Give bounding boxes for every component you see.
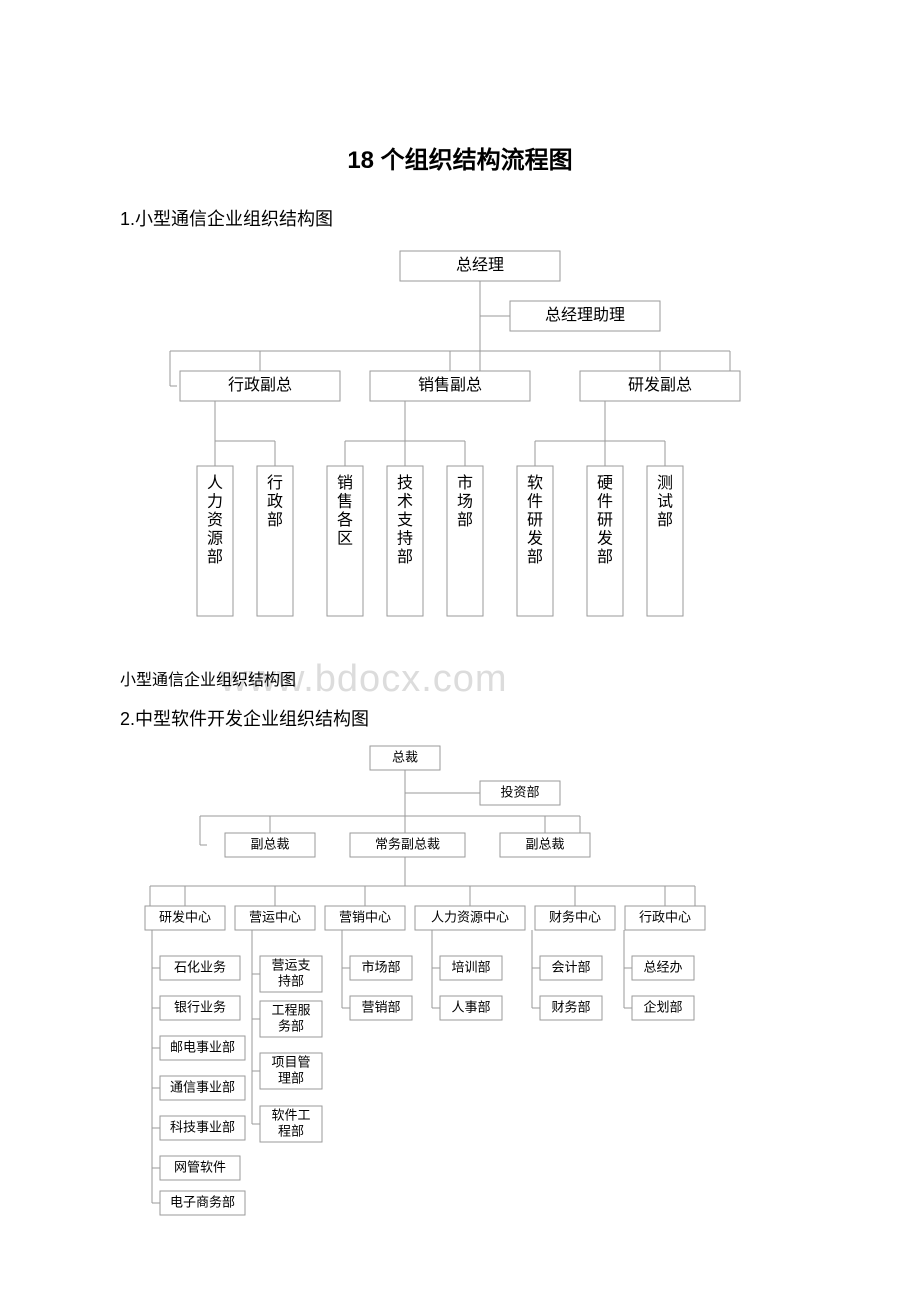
svg-text:项目管: 项目管 — [271, 1054, 310, 1069]
svg-text:工程服: 工程服 — [271, 1002, 310, 1017]
svg-text:支: 支 — [397, 511, 413, 529]
svg-text:副总裁: 副总裁 — [250, 836, 289, 851]
svg-text:研: 研 — [597, 512, 613, 529]
svg-text:部: 部 — [207, 548, 223, 566]
svg-text:研发中心: 研发中心 — [159, 909, 211, 924]
svg-text:常务副总裁: 常务副总裁 — [375, 836, 440, 851]
svg-text:副总裁: 副总裁 — [525, 836, 564, 851]
svg-text:人力资源中心: 人力资源中心 — [431, 909, 509, 924]
svg-text:总经理: 总经理 — [456, 256, 504, 274]
svg-text:会计部: 会计部 — [551, 959, 590, 974]
svg-text:总经办: 总经办 — [643, 959, 682, 974]
svg-text:网管软件: 网管软件 — [174, 1159, 226, 1174]
svg-text:持: 持 — [397, 529, 413, 547]
svg-text:场: 场 — [457, 493, 473, 511]
svg-text:研: 研 — [527, 512, 543, 529]
svg-text:总经理助理: 总经理助理 — [545, 306, 625, 324]
svg-text:财务中心: 财务中心 — [549, 909, 601, 924]
svg-text:营运支: 营运支 — [271, 957, 310, 972]
svg-text:营运中心: 营运中心 — [249, 909, 301, 924]
svg-text:硬: 硬 — [597, 475, 613, 492]
section-1-caption: 小型通信企业组织结构图 — [120, 666, 800, 690]
svg-text:部: 部 — [267, 511, 283, 529]
page-title: 18 个组织结构流程图 — [120, 140, 800, 175]
svg-text:术: 术 — [397, 493, 413, 511]
svg-text:部: 部 — [657, 511, 673, 529]
svg-text:力: 力 — [207, 493, 223, 511]
svg-text:持部: 持部 — [278, 974, 304, 989]
svg-text:企划部: 企划部 — [643, 999, 682, 1014]
svg-text:部: 部 — [597, 548, 613, 566]
svg-text:研发副总: 研发副总 — [628, 376, 692, 394]
svg-text:区: 区 — [337, 530, 353, 547]
org-chart-2: 总裁投资部副总裁 常务副总裁 副总裁研发中心 营运中心 营销中心 人力资源中心 财务中心 行政… — [140, 741, 800, 1221]
svg-text:技: 技 — [397, 474, 413, 492]
svg-text:销: 销 — [337, 474, 353, 492]
svg-text:人事部: 人事部 — [451, 999, 490, 1014]
org-chart-1: 总经理总经理助理行政副总销售副总研发副总人力资源部行政部销售各区技术支持部市场部… — [140, 241, 800, 641]
svg-text:软: 软 — [527, 474, 543, 492]
svg-text:各: 各 — [337, 511, 353, 529]
svg-text:科技事业部: 科技事业部 — [170, 1119, 235, 1134]
svg-text:培训部: 培训部 — [451, 959, 490, 974]
svg-text:资: 资 — [207, 511, 223, 529]
svg-text:程部: 程部 — [278, 1124, 304, 1139]
svg-text:部: 部 — [527, 548, 543, 566]
svg-text:试: 试 — [657, 493, 673, 511]
svg-text:件: 件 — [527, 493, 543, 511]
svg-text:行政副总: 行政副总 — [228, 376, 292, 394]
svg-text:件: 件 — [597, 493, 613, 511]
svg-text:发: 发 — [527, 529, 543, 547]
svg-text:人: 人 — [207, 474, 223, 492]
svg-text:投资部: 投资部 — [500, 784, 539, 799]
svg-text:行: 行 — [267, 474, 283, 492]
svg-text:市场部: 市场部 — [361, 959, 400, 974]
svg-text:营销部: 营销部 — [361, 999, 400, 1014]
svg-text:石化业务: 石化业务 — [174, 959, 226, 974]
svg-text:软件工: 软件工 — [271, 1107, 310, 1122]
section-2-heading: 2.中型软件开发企业组织结构图 — [120, 705, 800, 731]
svg-text:政: 政 — [267, 493, 283, 511]
svg-text:销售副总: 销售副总 — [418, 376, 482, 394]
svg-text:行政中心: 行政中心 — [639, 909, 691, 924]
svg-text:务部: 务部 — [278, 1019, 304, 1034]
svg-text:营销中心: 营销中心 — [339, 909, 391, 924]
svg-text:财务部: 财务部 — [551, 999, 590, 1014]
svg-text:部: 部 — [397, 548, 413, 566]
svg-text:部: 部 — [457, 511, 473, 529]
svg-text:理部: 理部 — [278, 1071, 304, 1086]
svg-text:银行业务: 银行业务 — [174, 999, 226, 1014]
svg-text:发: 发 — [597, 529, 613, 547]
svg-text:市: 市 — [457, 474, 473, 492]
svg-text:测: 测 — [657, 474, 673, 492]
svg-text:邮电事业部: 邮电事业部 — [170, 1039, 235, 1054]
svg-text:总裁: 总裁 — [392, 749, 418, 764]
section-1-heading: 1.小型通信企业组织结构图 — [120, 205, 800, 231]
svg-text:通信事业部: 通信事业部 — [170, 1079, 235, 1094]
svg-text:售: 售 — [337, 493, 353, 511]
svg-text:电子商务部: 电子商务部 — [170, 1194, 235, 1209]
svg-text:源: 源 — [207, 529, 223, 547]
